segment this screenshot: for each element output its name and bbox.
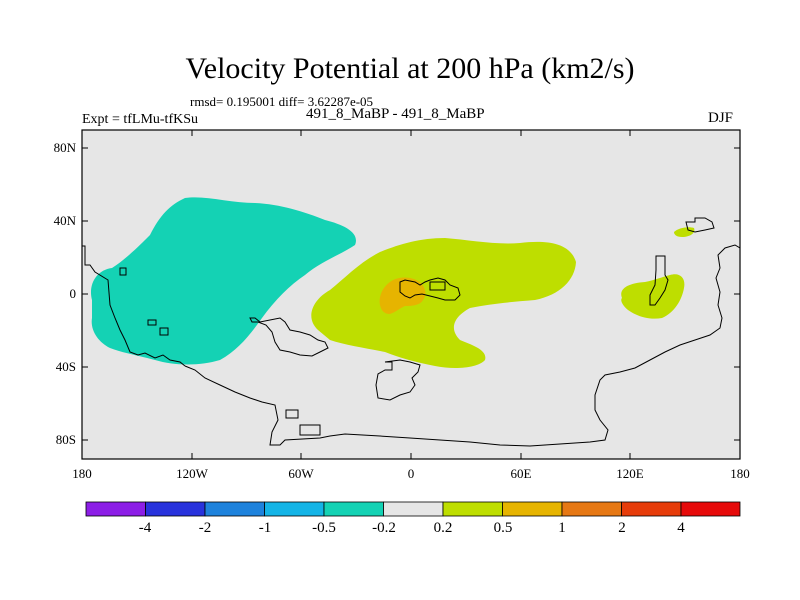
africa-core-region [379, 277, 426, 314]
colorbar-box-9 [621, 501, 682, 517]
map-subtitle: 491_8_MaBP - 491_8_MaBP [306, 106, 485, 122]
colorbar-box-1 [145, 501, 206, 517]
experiment-label: Expt = tfLMu-tfKSu [82, 112, 198, 127]
stats-text: rmsd= 0.195001 diff= 3.62287e-05 [190, 94, 374, 109]
season-label: DJF [708, 110, 734, 126]
colorbar-box-3 [264, 501, 325, 517]
colorbar-label-1: -2 [198, 520, 212, 536]
colorbar-box-7 [502, 501, 563, 517]
lon-label-60w: 60W [288, 466, 314, 481]
lat-label-80n: 80N [53, 140, 76, 155]
colorbar-box-2 [204, 501, 265, 517]
colorbar-label-5: 0.2 [433, 520, 453, 536]
colorbar-box-5 [383, 501, 444, 517]
colorbar-box-6 [442, 501, 503, 517]
colorbar-box-10 [680, 501, 741, 517]
lon-label-0: 0 [407, 466, 415, 481]
lon-label-120w: 120W [176, 466, 208, 481]
colorbar-label-8: 2 [618, 520, 626, 536]
maritime-positive-region [621, 274, 685, 319]
colorbar-label-0: -4 [138, 520, 152, 536]
east-asia-positive-patch [674, 227, 695, 237]
map-title: Velocity Potential at 200 hPa (km2/s) [185, 52, 635, 85]
pacific-negative-region [90, 197, 356, 365]
colorbar-label-7: 1 [558, 520, 566, 536]
colorbar-label-2: -1 [258, 520, 272, 536]
lat-label-40n: 40N [53, 213, 76, 228]
colorbar-label-9: 4 [677, 520, 685, 536]
atlantic-africa-positive-region [311, 238, 576, 368]
colorbar-box-8 [561, 501, 622, 517]
coastlines [82, 217, 740, 447]
colorbar-label-3: -0.5 [312, 520, 336, 536]
lon-label-180e: 180 [730, 466, 750, 481]
lat-label-0: 0 [69, 286, 77, 301]
lon-label-180w: 180 [72, 466, 92, 481]
colorbar-label-4: -0.2 [372, 520, 396, 536]
colorbar-box-0 [85, 501, 146, 517]
colorbar [85, 501, 741, 517]
lon-label-60e: 60E [510, 466, 532, 481]
lat-label-40s: 40S [55, 359, 76, 374]
colorbar-box-4 [323, 501, 384, 517]
lat-label-80s: 80S [55, 432, 76, 447]
map-ticks [82, 130, 740, 459]
colorbar-label-6: 0.5 [493, 520, 513, 536]
lon-label-120e: 120E [616, 466, 644, 481]
